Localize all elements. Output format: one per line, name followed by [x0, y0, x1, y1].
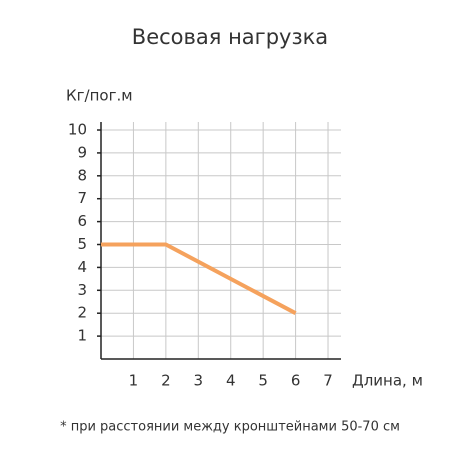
y-tick-label: 3	[77, 281, 87, 299]
y-tick-label: 9	[77, 143, 87, 161]
footnote: * при расстоянии между кронштейнами 50-7…	[60, 420, 400, 435]
y-tick-label: 8	[77, 166, 87, 184]
y-tick-label: 6	[77, 212, 87, 230]
y-tick-label: 10	[68, 121, 87, 139]
x-tick-label: 6	[291, 372, 301, 390]
x-tick-label: 3	[194, 372, 204, 390]
x-tick-label: 7	[323, 372, 333, 390]
chart-title: Весовая нагрузка	[132, 25, 328, 49]
x-tick-label: 4	[226, 372, 236, 390]
y-axis-label: Кг/пог.м	[66, 87, 133, 105]
y-tick-label: 2	[77, 304, 87, 322]
x-tick-label: 1	[129, 372, 139, 390]
y-tick-label: 5	[77, 235, 87, 253]
x-tick-label: 5	[258, 372, 268, 390]
y-tick-label: 4	[77, 258, 87, 276]
x-axis-label: Длина, м	[352, 372, 423, 390]
y-tick-label: 7	[77, 189, 87, 207]
data-line	[101, 242, 297, 315]
y-tick-label: 1	[77, 327, 87, 345]
x-tick-label: 2	[161, 372, 171, 390]
